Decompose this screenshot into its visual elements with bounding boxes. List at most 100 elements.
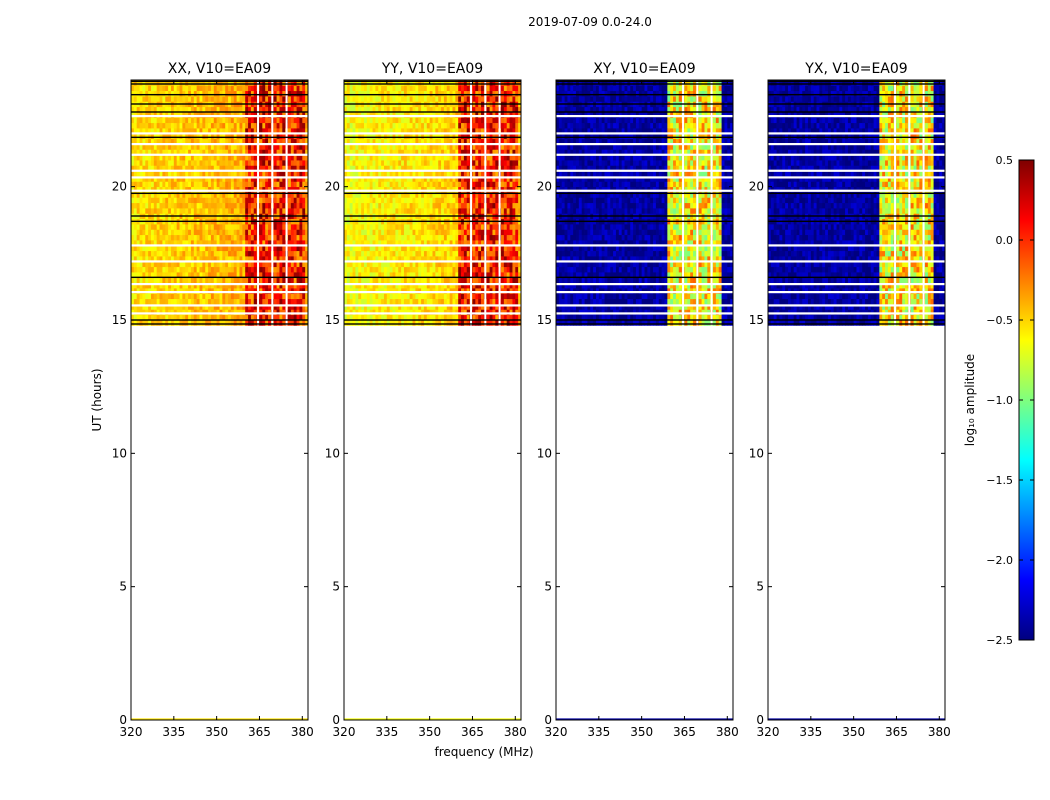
heatmap-cell xyxy=(250,186,255,193)
heatmap-cell xyxy=(412,224,416,230)
heatmap-cell xyxy=(509,208,513,214)
heatmap-cell xyxy=(265,176,269,182)
heatmap-cell xyxy=(293,224,297,230)
heatmap-cell xyxy=(515,202,519,209)
heatmap-cell xyxy=(259,128,263,134)
heatmap-cell xyxy=(250,154,255,161)
heatmap-cell xyxy=(375,282,379,289)
heatmap-cell xyxy=(302,181,306,188)
heatmap-cell xyxy=(162,197,166,204)
heatmap-cell xyxy=(219,320,223,326)
heatmap-cell xyxy=(363,149,368,156)
heatmap-cell xyxy=(225,208,229,214)
heatmap-cell xyxy=(219,309,223,316)
heatmap-cell xyxy=(299,314,303,321)
heatmap-cell xyxy=(210,245,215,252)
heatmap-cell xyxy=(449,224,453,230)
heatmap-cell xyxy=(288,90,292,97)
heatmap-cell xyxy=(492,176,496,182)
heatmap-cell xyxy=(182,224,186,230)
heatmap-cell xyxy=(268,256,272,262)
heatmap-cell xyxy=(245,176,249,182)
heatmap-cell xyxy=(358,170,362,177)
heatmap-cell xyxy=(299,80,303,86)
heatmap-cell xyxy=(361,266,365,273)
heatmap-cell xyxy=(262,176,266,182)
heatmap-cell xyxy=(245,266,249,273)
heatmap-cell xyxy=(139,250,143,257)
heatmap-cell xyxy=(403,176,408,182)
heatmap-cell xyxy=(302,138,306,145)
heatmap-cell xyxy=(418,202,422,209)
heatmap-cell xyxy=(176,138,180,145)
heatmap-cell xyxy=(236,245,240,252)
heatmap-cell xyxy=(182,309,186,316)
heatmap-cell xyxy=(205,90,209,97)
heatmap-cell xyxy=(190,186,195,193)
heatmap-cell xyxy=(145,197,149,204)
heatmap-cell xyxy=(290,138,295,145)
heatmap-cell xyxy=(290,234,295,241)
heatmap-cell xyxy=(282,197,286,204)
heatmap-cell xyxy=(168,186,172,193)
heatmap-cell xyxy=(355,250,359,257)
heatmap-cell xyxy=(213,288,218,294)
heatmap-cell xyxy=(179,229,183,236)
heatmap-cell xyxy=(506,314,510,321)
heatmap-cell xyxy=(165,250,169,257)
heatmap-cell xyxy=(361,154,365,161)
heatmap-cell xyxy=(386,176,391,182)
heatmap-cell xyxy=(293,304,297,310)
heatmap-cell xyxy=(296,224,300,230)
heatmap-cell xyxy=(461,165,465,172)
heatmap-cell xyxy=(512,170,516,177)
heatmap-cell xyxy=(492,256,496,262)
heatmap-cell xyxy=(475,288,479,294)
heatmap-cell xyxy=(441,202,445,209)
heatmap-cell xyxy=(153,266,158,273)
heatmap-cell xyxy=(182,208,186,214)
heatmap-cell xyxy=(176,117,180,124)
heatmap-cell xyxy=(182,250,186,257)
heatmap-cell xyxy=(216,250,220,257)
heatmap-cell xyxy=(299,240,303,246)
heatmap-cell xyxy=(136,240,140,246)
heatmap-cell xyxy=(366,208,371,214)
heatmap-cell xyxy=(173,181,178,188)
heatmap-cell xyxy=(406,261,411,268)
heatmap-cell xyxy=(239,192,243,198)
heatmap-cell xyxy=(518,154,522,161)
heatmap-cell xyxy=(495,240,499,246)
heatmap-cell xyxy=(202,154,206,161)
heatmap-cell xyxy=(346,261,351,268)
heatmap-cell xyxy=(492,282,496,289)
heatmap-cell xyxy=(282,181,286,188)
heatmap-cell xyxy=(276,288,280,294)
heatmap-cell xyxy=(248,229,252,236)
heatmap-cell xyxy=(136,288,140,294)
heatmap-cell xyxy=(196,272,200,278)
heatmap-cell xyxy=(216,117,220,124)
heatmap-cell xyxy=(455,149,459,156)
heatmap-cell xyxy=(355,282,359,289)
heatmap-cell xyxy=(230,186,235,193)
heatmap-cell xyxy=(276,128,280,134)
heatmap-cell xyxy=(170,229,175,236)
heatmap-cell xyxy=(489,256,493,262)
heatmap-cell xyxy=(131,170,135,177)
heatmap-cell xyxy=(185,261,189,268)
heatmap-cell xyxy=(276,224,280,230)
heatmap-cell xyxy=(486,208,490,214)
heatmap-cell xyxy=(222,160,226,166)
heatmap-cell xyxy=(199,314,203,321)
heatmap-cell xyxy=(273,240,277,246)
heatmap-cell xyxy=(185,149,189,156)
heatmap-cell xyxy=(139,181,143,188)
heatmap-cell xyxy=(481,304,485,310)
heatmap-cell xyxy=(262,138,266,145)
heatmap-cell xyxy=(273,112,277,118)
heatmap-cell xyxy=(233,298,238,305)
heatmap-cell xyxy=(188,202,192,209)
heatmap-cell xyxy=(449,298,453,305)
heatmap-cell xyxy=(418,208,422,214)
